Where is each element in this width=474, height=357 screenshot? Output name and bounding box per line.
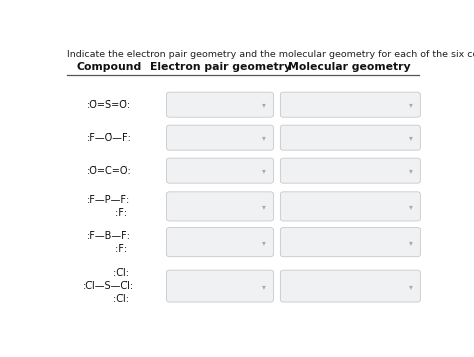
Text: ▾: ▾ bbox=[262, 238, 266, 247]
Text: Compound: Compound bbox=[76, 62, 141, 72]
FancyBboxPatch shape bbox=[281, 125, 420, 150]
Text: Indicate the electron pair geometry and the molecular geometry for each of the s: Indicate the electron pair geometry and … bbox=[66, 50, 474, 59]
Text: ▾: ▾ bbox=[409, 202, 413, 211]
Text: Electron pair geometry: Electron pair geometry bbox=[150, 62, 291, 72]
Text: Molecular geometry: Molecular geometry bbox=[288, 62, 411, 72]
FancyBboxPatch shape bbox=[281, 92, 420, 117]
Text: ▾: ▾ bbox=[262, 100, 266, 109]
FancyBboxPatch shape bbox=[166, 192, 273, 221]
Text: ▾: ▾ bbox=[409, 238, 413, 247]
Text: :Cl̈—S—Cl̈:: :Cl̈—S—Cl̈: bbox=[83, 281, 135, 291]
Text: :F̈—B—F̈:: :F̈—B—F̈: bbox=[87, 231, 131, 241]
Text: :Cl̈:: :Cl̈: bbox=[88, 268, 129, 278]
Text: ▾: ▾ bbox=[262, 202, 266, 211]
Text: :Ö=S̈=Ö:: :Ö=S̈=Ö: bbox=[87, 100, 131, 110]
Text: :F̈:: :F̈: bbox=[90, 244, 128, 254]
FancyBboxPatch shape bbox=[166, 158, 273, 183]
Text: ▾: ▾ bbox=[262, 133, 266, 142]
Text: :F̈:: :F̈: bbox=[90, 208, 128, 218]
Text: ▾: ▾ bbox=[409, 100, 413, 109]
Text: :F̈—Ö—F̈:: :F̈—Ö—F̈: bbox=[86, 133, 131, 143]
FancyBboxPatch shape bbox=[281, 270, 420, 302]
FancyBboxPatch shape bbox=[281, 158, 420, 183]
FancyBboxPatch shape bbox=[166, 227, 273, 257]
Text: ▾: ▾ bbox=[262, 166, 266, 175]
Text: ▾: ▾ bbox=[409, 133, 413, 142]
Text: ▾: ▾ bbox=[262, 282, 266, 291]
FancyBboxPatch shape bbox=[166, 92, 273, 117]
FancyBboxPatch shape bbox=[281, 227, 420, 257]
Text: ▾: ▾ bbox=[409, 282, 413, 291]
FancyBboxPatch shape bbox=[281, 192, 420, 221]
Text: :Cl̈:: :Cl̈: bbox=[88, 294, 129, 304]
Text: :Ö=C=Ö:: :Ö=C=Ö: bbox=[86, 166, 131, 176]
Text: ▾: ▾ bbox=[409, 166, 413, 175]
FancyBboxPatch shape bbox=[166, 125, 273, 150]
Text: :F̈—P̈—F̈:: :F̈—P̈—F̈: bbox=[87, 195, 130, 205]
FancyBboxPatch shape bbox=[166, 270, 273, 302]
